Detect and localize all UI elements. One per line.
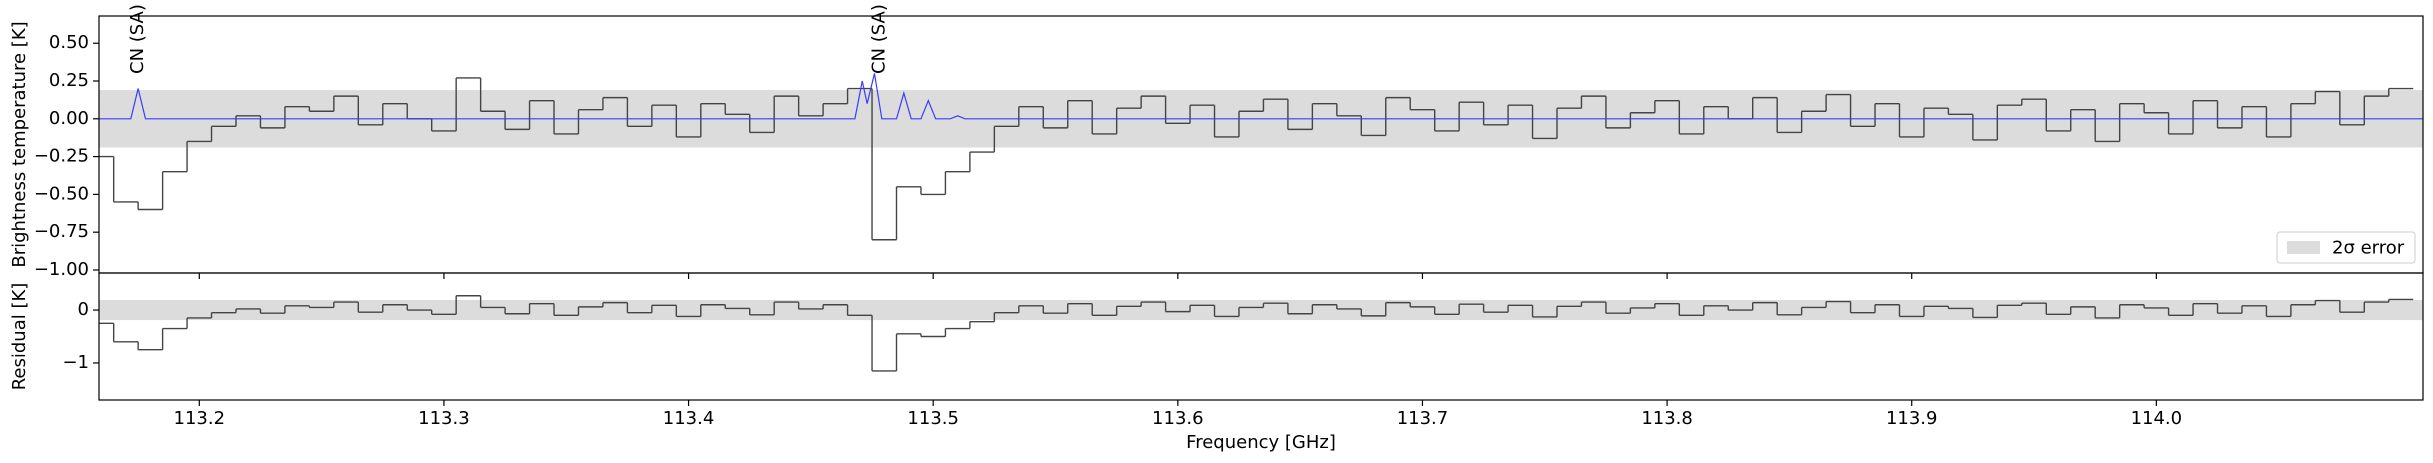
axes-frame [98, 272, 2424, 401]
x-tick-label: 113.4 [663, 408, 715, 429]
x-tick-label: 113.3 [418, 408, 470, 429]
x-tick-label: 113.2 [174, 408, 226, 429]
annotation: CN (SA) [127, 4, 148, 74]
x-tick-label: 113.9 [1886, 408, 1938, 429]
legend-swatch [2287, 241, 2320, 254]
y-tick-label: −1 [62, 352, 89, 373]
y-axis-label: Brightness temperature [K] [9, 21, 30, 267]
x-tick-label: 113.5 [907, 408, 959, 429]
y-axis-label: Residual [K] [9, 283, 30, 391]
legend-box [2276, 231, 2416, 264]
y-tick-label: 0.00 [49, 108, 89, 129]
annotation: CN (SA) [868, 4, 889, 74]
y-tick-label: −1.00 [34, 259, 89, 280]
error-band [99, 299, 2423, 321]
legend-label: 2σ error [2332, 238, 2405, 259]
x-tick-label: 113.8 [1641, 408, 1693, 429]
plot-area [99, 73, 2423, 241]
y-tick-label: −0.25 [34, 146, 89, 167]
plot-area [99, 295, 2423, 372]
y-tick-label: −0.75 [34, 221, 89, 242]
y-tick-label: 0.50 [49, 32, 89, 53]
y-tick-label: −0.50 [34, 183, 89, 204]
y-tick-label: 0 [78, 299, 89, 320]
model-line [99, 73, 2423, 120]
x-tick-label: 114.0 [2131, 408, 2183, 429]
y-tick-label: 0.25 [49, 70, 89, 91]
x-axis-label: Frequency [GHz] [1186, 432, 1336, 453]
x-tick-label: 113.7 [1397, 408, 1449, 429]
x-tick-label: 113.6 [1152, 408, 1204, 429]
